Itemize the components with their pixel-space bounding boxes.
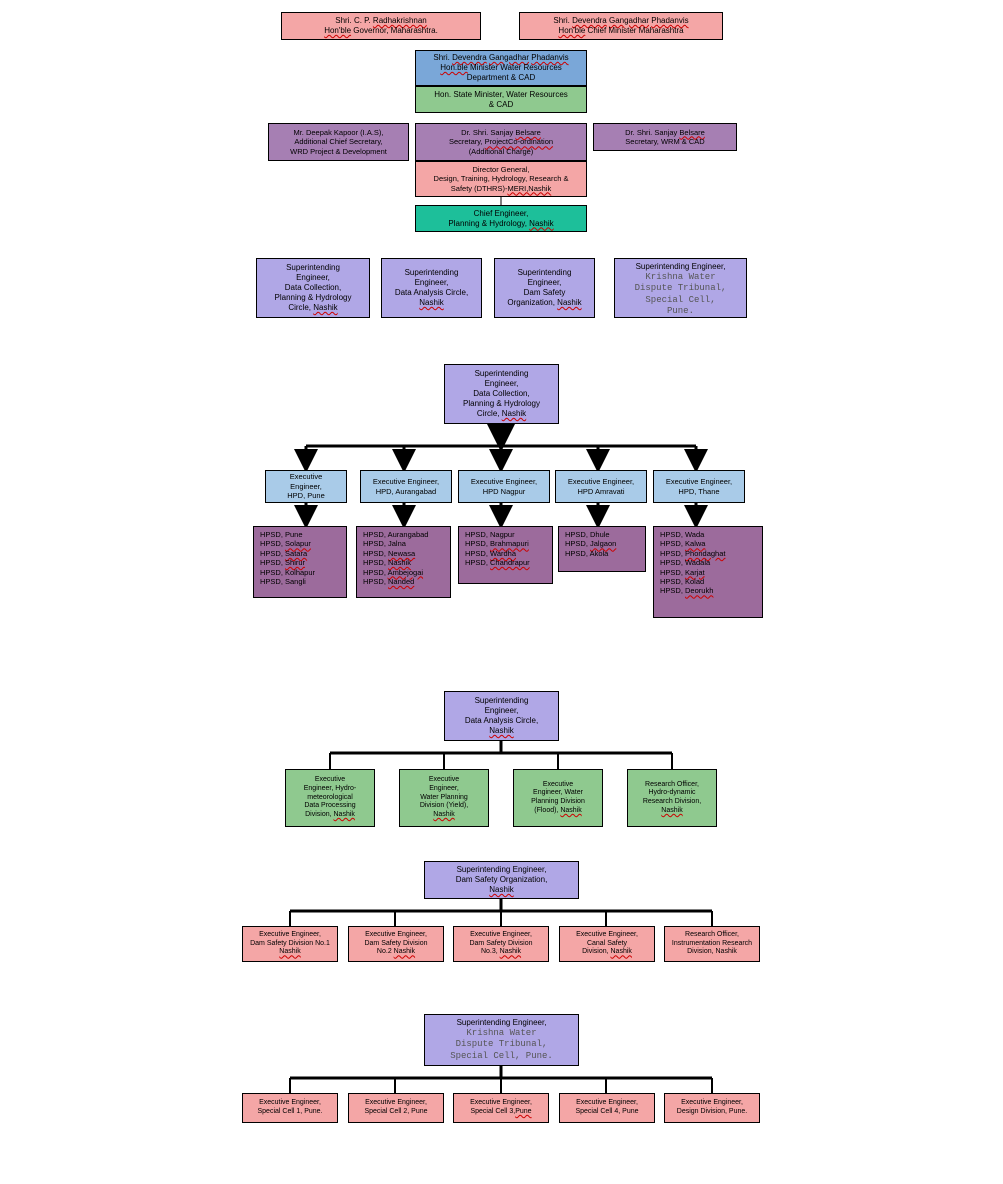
sec-right-node: Dr. Shri. Sanjay Belsare Secretary, WRM …: [593, 123, 737, 151]
tree1-hpsd-1: HPSD, AurangabadHPSD, JalnaHPSD, NewasaH…: [356, 526, 451, 598]
tree1-hpsd-0: HPSD, PuneHPSD, SolapurHPSD, SataraHPSD,…: [253, 526, 347, 598]
tree1-ee-1: Executive Engineer,HPD, Aurangabad: [360, 470, 452, 503]
tree1-ee-0: ExecutiveEngineer,HPD, Pune: [265, 470, 347, 503]
tree1-hpsd-4: HPSD, WadaHPSD, KalwaHPSD, PhondaghatHPS…: [653, 526, 763, 618]
state-min-node: Hon. State Minister, Water Resources& CA…: [415, 86, 587, 113]
tree1-hpsd-2: HPSD, NagpurHPSD, BrahmapuriHPSD, Wardha…: [458, 526, 553, 584]
sec-left-node: Mr. Deepak Kapoor (I.A.S),Additional Chi…: [268, 123, 409, 161]
se-d: Superintending Engineer, Krishna WaterDi…: [614, 258, 747, 318]
tree3-root: Superintending Engineer,Dam Safety Organ…: [424, 861, 579, 899]
tree1-connectors: [0, 424, 1003, 624]
tree4-ee-3: Executive Engineer,Special Cell 4, Pune: [559, 1093, 655, 1123]
tree4-root: Superintending Engineer, Krishna WaterDi…: [424, 1014, 579, 1066]
se-c: SuperintendingEngineer,Dam Safety Organi…: [494, 258, 595, 318]
tree2-connectors: [0, 741, 1003, 811]
tree1-ee-3: Executive Engineer,HPD Amravati: [555, 470, 647, 503]
tree4-ee-1: Executive Engineer,Special Cell 2, Pune: [348, 1093, 444, 1123]
tree4-ee-4: Executive Engineer,Design Division, Pune…: [664, 1093, 760, 1123]
tree3-ee-3: Executive Engineer,Canal SafetyDivision,…: [559, 926, 655, 962]
tree2-ee-2: ExecutiveEngineer, WaterPlanning Divisio…: [513, 769, 603, 827]
se-b: SuperintendingEngineer,Data Analysis Cir…: [381, 258, 482, 318]
tree4-ee-0: Executive Engineer,Special Cell 1, Pune.: [242, 1093, 338, 1123]
tree1-hpsd-3: HPSD, DhuleHPSD, JalgaonHPSD, Akola: [558, 526, 646, 572]
tree3-ee-1: Executive Engineer,Dam Safety DivisionNo…: [348, 926, 444, 962]
tree3-ee-0: Executive Engineer,Dam Safety Division N…: [242, 926, 338, 962]
dg-node: Director General,Design, Training, Hydro…: [415, 161, 587, 197]
tree2-ee-3: Research Officer,Hydro-dynamicResearch D…: [627, 769, 717, 827]
tree3-ee-4: Research Officer,Instrumentation Researc…: [664, 926, 760, 962]
tree4-ee-2: Executive Engineer,Special Cell 3,Pune: [453, 1093, 549, 1123]
ce-node: Chief Engineer, Planning & Hydrology, Na…: [415, 205, 587, 232]
top-connectors: [0, 0, 1003, 240]
governor-node: Shri. C. P. Radhakrishnan Hon'ble Govern…: [281, 12, 481, 40]
tree3-ee-2: Executive Engineer,Dam Safety DivisionNo…: [453, 926, 549, 962]
tree2-ee-0: ExecutiveEngineer, Hydro-meteorologicalD…: [285, 769, 375, 827]
sec-mid-node: Dr. Shri. Sanjay Belsare Secretary, Proj…: [415, 123, 587, 161]
tree1-ee-2: Executive Engineer,HPD Nagpur: [458, 470, 550, 503]
tree2-ee-1: ExecutiveEngineer,Water PlanningDivision…: [399, 769, 489, 827]
tree1-root: SuperintendingEngineer,Data Collection,P…: [444, 364, 559, 424]
se-a: SuperintendingEngineer,Data Collection,P…: [256, 258, 370, 318]
tree1-ee-4: Executive Engineer,HPD, Thane: [653, 470, 745, 503]
cm-node: Shri. Devendra Gangadhar Phadanvis Hon'b…: [519, 12, 723, 40]
minister-node: Shri. Devendra Gangadhar Phadanvis Hon.b…: [415, 50, 587, 86]
tree2-root: SuperintendingEngineer,Data Analysis Cir…: [444, 691, 559, 741]
